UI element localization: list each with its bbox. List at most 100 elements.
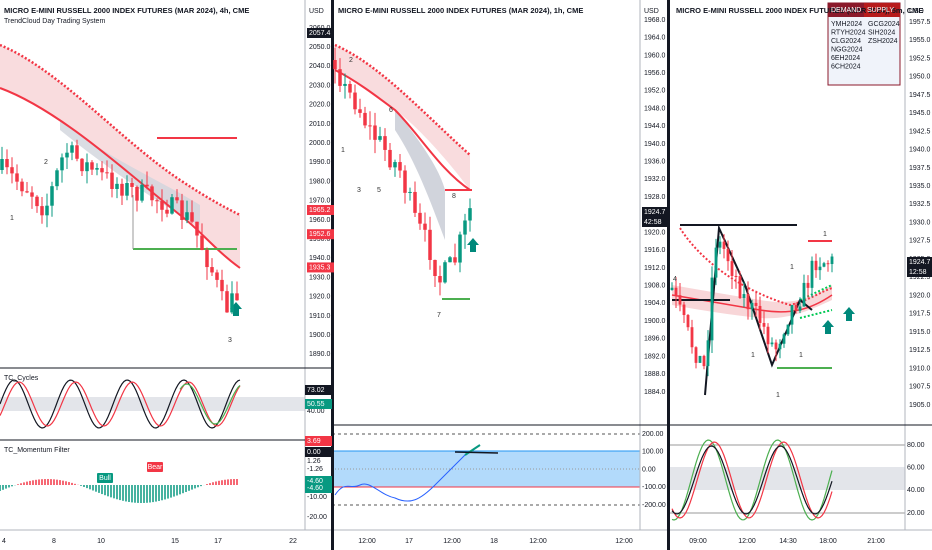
price-axis-label: 1940.0 [309, 255, 331, 262]
price-tag [642, 217, 669, 227]
price-axis-label: 1932.5 [909, 201, 931, 208]
signal [464, 444, 481, 456]
time-axis-label: 12:00 [443, 538, 461, 545]
trend-line [0, 87, 241, 269]
time-axis-label: 22 [289, 538, 297, 545]
price-axis-label: 1932.0 [644, 176, 666, 183]
candle-body [338, 69, 342, 86]
panel-separator [667, 0, 670, 550]
candle-body [195, 221, 199, 236]
indicator-axis-label: 80.00 [907, 442, 925, 449]
price-axis-label: 1930.0 [309, 274, 331, 281]
candle-body [734, 275, 738, 277]
price-axis-label: 1935.0 [909, 183, 931, 190]
price-tag [305, 483, 332, 493]
price-tag-label: 1935.3 [309, 264, 331, 271]
candle-body [814, 260, 818, 271]
momentum-line [334, 454, 466, 502]
price-axis-label: 1980.0 [309, 178, 331, 185]
candle-body [670, 287, 674, 290]
candle-body [818, 266, 822, 271]
candle-body [368, 125, 372, 127]
price-axis-label: 1917.5 [909, 311, 931, 318]
price-tag [305, 385, 332, 395]
signal-badge [97, 473, 113, 483]
candle-body [60, 157, 64, 171]
legend-header [828, 3, 864, 17]
candle-body [353, 92, 357, 110]
price-axis-label: 1948.0 [644, 105, 666, 112]
price-tag-label: 2057.4 [309, 30, 331, 37]
price-axis-label: 1940.0 [644, 141, 666, 148]
buy-arrow [843, 307, 855, 321]
price-axis-label: 1990.0 [309, 159, 331, 166]
time-axis-label: 17 [405, 538, 413, 545]
price-tag [305, 476, 332, 486]
candle-body [80, 158, 84, 172]
price-axis-label: 1920.0 [909, 292, 931, 299]
price-tag-label: 0.00 [307, 449, 321, 456]
candle-body [70, 145, 74, 153]
price-axis-label: 1896.0 [644, 336, 666, 343]
candle-body [766, 326, 770, 345]
price-axis-label: 2050.0 [309, 44, 331, 51]
panel-title: MICRO E-MINI RUSSELL 2000 INDEX FUTURES … [4, 6, 249, 15]
indicator-name: TC_Cycles [4, 375, 39, 382]
price-axis-label: 1916.0 [644, 247, 666, 254]
price-axis-label: 1944.0 [644, 123, 666, 130]
candle-body [155, 200, 159, 202]
price-tag-label: 1965.2 [309, 207, 331, 214]
panel-title: MICRO E-MINI RUSSELL 2000 INDEX FUTURES … [676, 6, 923, 15]
candle-body [110, 172, 114, 189]
candle-body [75, 145, 79, 159]
currency-label: USD [644, 8, 659, 15]
candle-body [15, 173, 19, 182]
price-axis-label: 1912.5 [909, 347, 931, 354]
legend-item: NGG2024 [831, 46, 863, 53]
price-axis-label: 1960.0 [309, 217, 331, 224]
wave-label: 1 [776, 392, 780, 399]
price-axis-label: 1942.5 [909, 128, 931, 135]
wave-label: 5 [377, 187, 381, 194]
candle-body [90, 162, 94, 170]
price-axis-label: 1908.0 [644, 282, 666, 289]
price-tag-label: -4.60 [307, 485, 323, 492]
wave-label: 1 [823, 231, 827, 238]
candle-body [778, 343, 782, 350]
candle-body [682, 304, 686, 316]
candle-body [0, 159, 4, 170]
candle-body [826, 263, 830, 265]
candle-body [50, 186, 54, 206]
legend-item: YMH2024 [831, 21, 862, 28]
candle-body [706, 340, 710, 367]
oscillator-line [179, 383, 241, 425]
candle-body [175, 197, 179, 201]
candle-body [105, 172, 109, 174]
cloud [335, 45, 470, 190]
signal-badge [147, 462, 163, 472]
indicator-axis-label: 40.00 [907, 487, 925, 494]
currency-label: USD [309, 8, 324, 15]
wave-label: 2 [44, 159, 48, 166]
candle-body [10, 167, 14, 174]
price-tag-label: 12:58 [909, 269, 927, 276]
price-axis-label: 1920.0 [644, 229, 666, 236]
candle-body [85, 162, 89, 172]
candle-body [443, 262, 447, 283]
panel-subtitle: TrendCloud Day Trading System [4, 18, 105, 25]
time-axis-label: 14:30 [779, 538, 797, 545]
candle-body [730, 261, 734, 276]
indicator-axis-label: -10.00 [307, 494, 327, 501]
price-tag-label: 42:58 [644, 219, 662, 226]
price-tag-label: 50.55 [307, 401, 325, 408]
price-axis-label: 1920.0 [309, 294, 331, 301]
price-axis-label: 1945.0 [909, 110, 931, 117]
candle-body [200, 235, 204, 251]
price-axis-label: 1964.0 [644, 35, 666, 42]
candle-body [403, 170, 407, 193]
candle-body [358, 109, 362, 113]
oscillator-line [671, 439, 833, 521]
candle-body [810, 260, 814, 288]
candle-body [115, 183, 119, 189]
